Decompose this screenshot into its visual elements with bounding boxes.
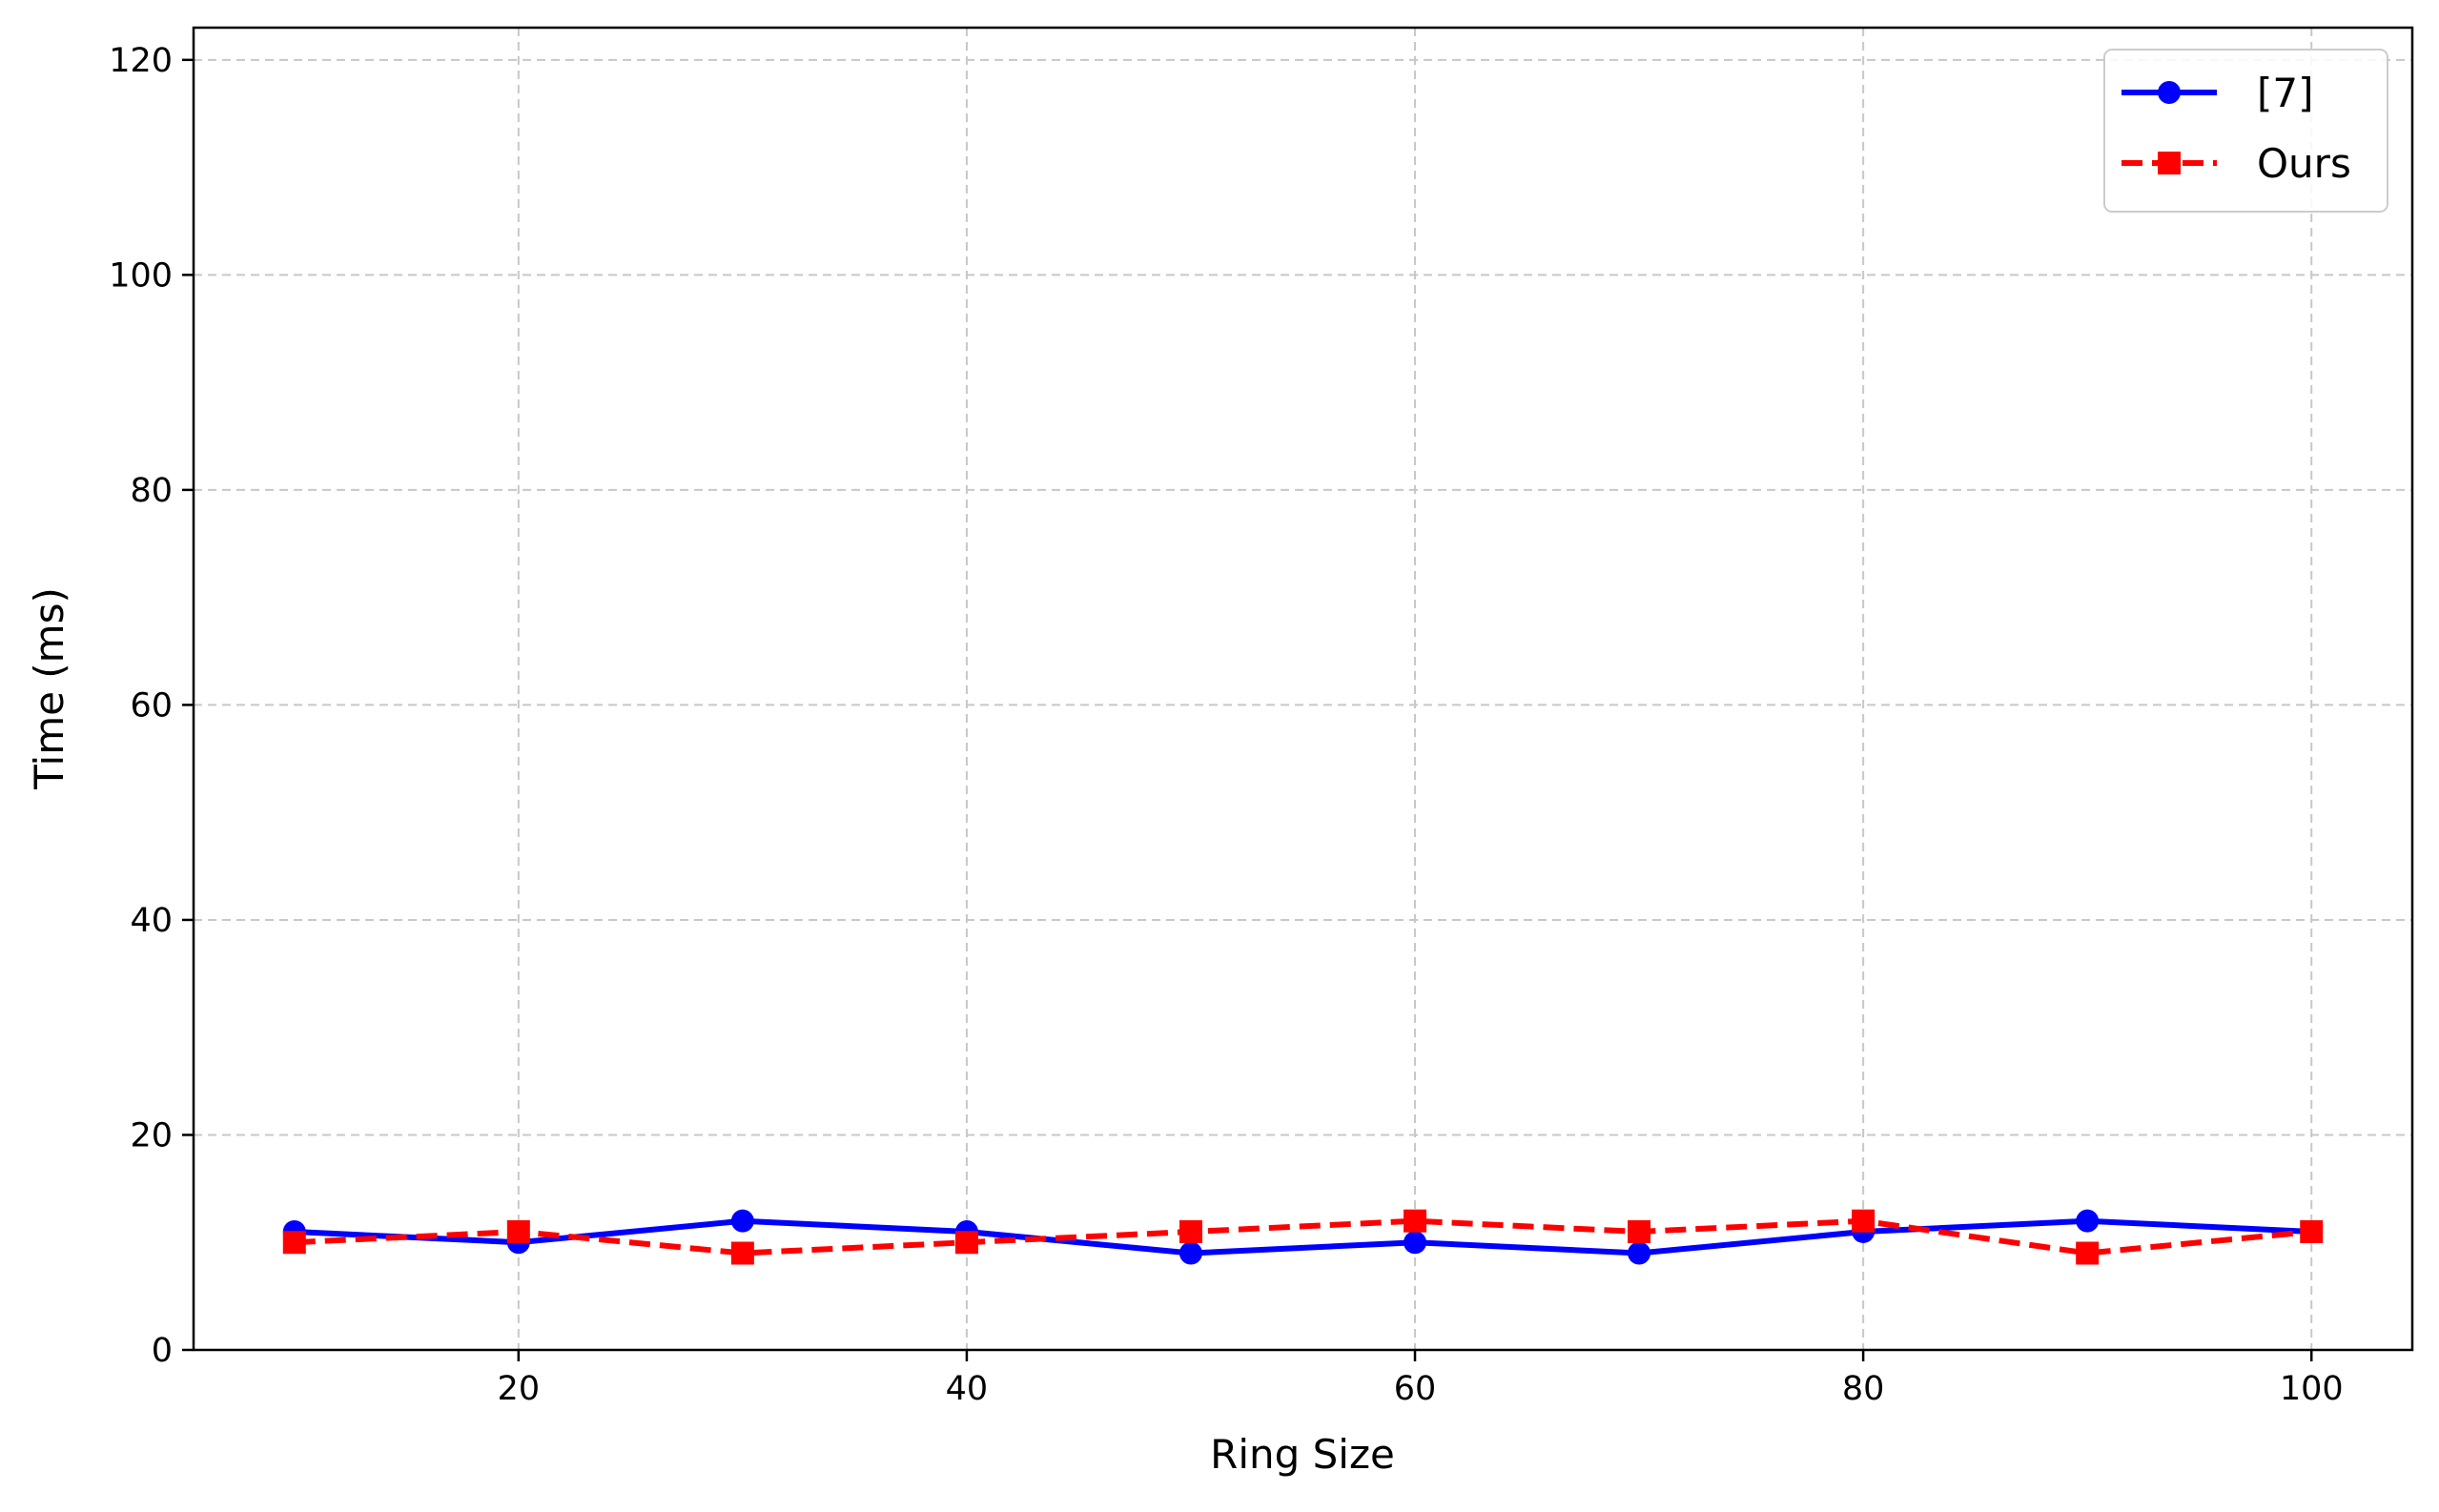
legend-entry: [7] <box>2121 70 2314 116</box>
y-tick-label: 80 <box>130 472 173 510</box>
data-point <box>1628 1241 1651 1265</box>
data-point <box>1179 1241 1202 1265</box>
series-layer <box>282 1209 2324 1265</box>
legend: [7] Ours <box>2103 49 2388 213</box>
data-point <box>730 1241 754 1265</box>
y-tick-label: 100 <box>109 256 173 295</box>
legend-entry: Ours <box>2121 140 2351 187</box>
x-tick-label: 80 <box>1842 1370 1885 1408</box>
x-tick-label: 40 <box>946 1370 989 1408</box>
y-tick-label: 120 <box>109 42 173 80</box>
data-point <box>1852 1209 1875 1233</box>
data-point <box>730 1209 754 1233</box>
series-line <box>294 1217 2312 1257</box>
data-point <box>1628 1219 1651 1243</box>
y-tick-label: 0 <box>152 1332 173 1370</box>
data-point <box>282 1231 306 1255</box>
legend-label: Ours <box>2257 140 2351 187</box>
y-tick-label: 20 <box>130 1116 173 1154</box>
grid <box>194 28 2412 1351</box>
x-tick-label: 60 <box>1394 1370 1437 1408</box>
series-line <box>294 1217 2312 1257</box>
data-point <box>506 1219 530 1243</box>
legend-box <box>2103 49 2388 213</box>
data-point <box>2076 1209 2100 1233</box>
y-tick-label: 40 <box>130 902 173 940</box>
data-point <box>1404 1209 1427 1233</box>
data-point <box>1179 1219 1202 1243</box>
legend-marker <box>2158 81 2181 104</box>
x-tick-label: 100 <box>2280 1370 2344 1408</box>
y-tick-label: 60 <box>130 686 173 725</box>
data-point <box>2300 1219 2324 1243</box>
data-point <box>1404 1231 1427 1255</box>
x-axis-label: Ring Size <box>1210 1431 1395 1478</box>
x-tick-label: 20 <box>498 1370 541 1408</box>
legend-marker <box>2158 152 2181 174</box>
data-point <box>954 1231 978 1255</box>
y-axis-label: Time (ms) <box>26 587 72 790</box>
axes-frame <box>192 26 2414 1352</box>
ticks: 20 40 60 80 100 0 20 40 60 80 100 120 <box>109 42 2343 1408</box>
legend-label: [7] <box>2257 70 2314 116</box>
data-point <box>2076 1241 2100 1265</box>
series-1 <box>282 1209 2324 1265</box>
